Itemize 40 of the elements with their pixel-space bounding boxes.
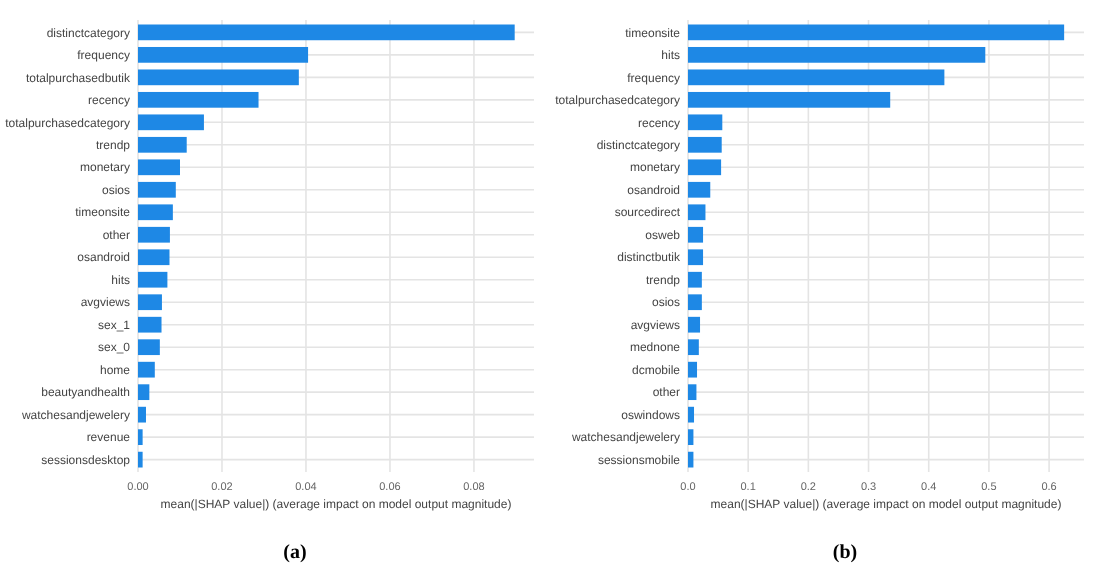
bar — [138, 24, 515, 41]
bar — [138, 249, 170, 266]
bar — [688, 46, 986, 63]
bar — [688, 384, 697, 401]
bar — [688, 294, 702, 311]
bar — [688, 429, 694, 446]
bar — [138, 384, 150, 401]
bar — [688, 361, 698, 378]
bar — [688, 181, 711, 198]
bar — [688, 271, 702, 288]
bar — [688, 159, 722, 176]
bar — [138, 226, 170, 243]
bar — [688, 451, 694, 468]
text: (b) — [832, 542, 858, 564]
bar — [138, 204, 173, 221]
bar — [138, 339, 160, 356]
bar — [138, 406, 146, 423]
bar — [688, 69, 945, 86]
bar — [688, 24, 1065, 41]
bar — [138, 181, 176, 198]
bar — [138, 114, 204, 131]
bar — [688, 249, 704, 266]
bar — [138, 136, 187, 153]
bar — [138, 69, 299, 86]
bar — [688, 406, 695, 423]
bar — [138, 361, 155, 378]
bar — [138, 271, 168, 288]
text: (a) — [283, 542, 307, 564]
bar — [138, 294, 162, 311]
bar — [688, 339, 699, 356]
bar — [688, 204, 706, 221]
bar — [688, 226, 704, 243]
bar — [688, 136, 722, 153]
bar — [138, 159, 180, 176]
bar — [138, 316, 162, 333]
bar — [138, 46, 309, 63]
bar — [138, 91, 259, 108]
bar — [688, 114, 723, 131]
bar — [688, 91, 891, 108]
bar — [688, 316, 701, 333]
